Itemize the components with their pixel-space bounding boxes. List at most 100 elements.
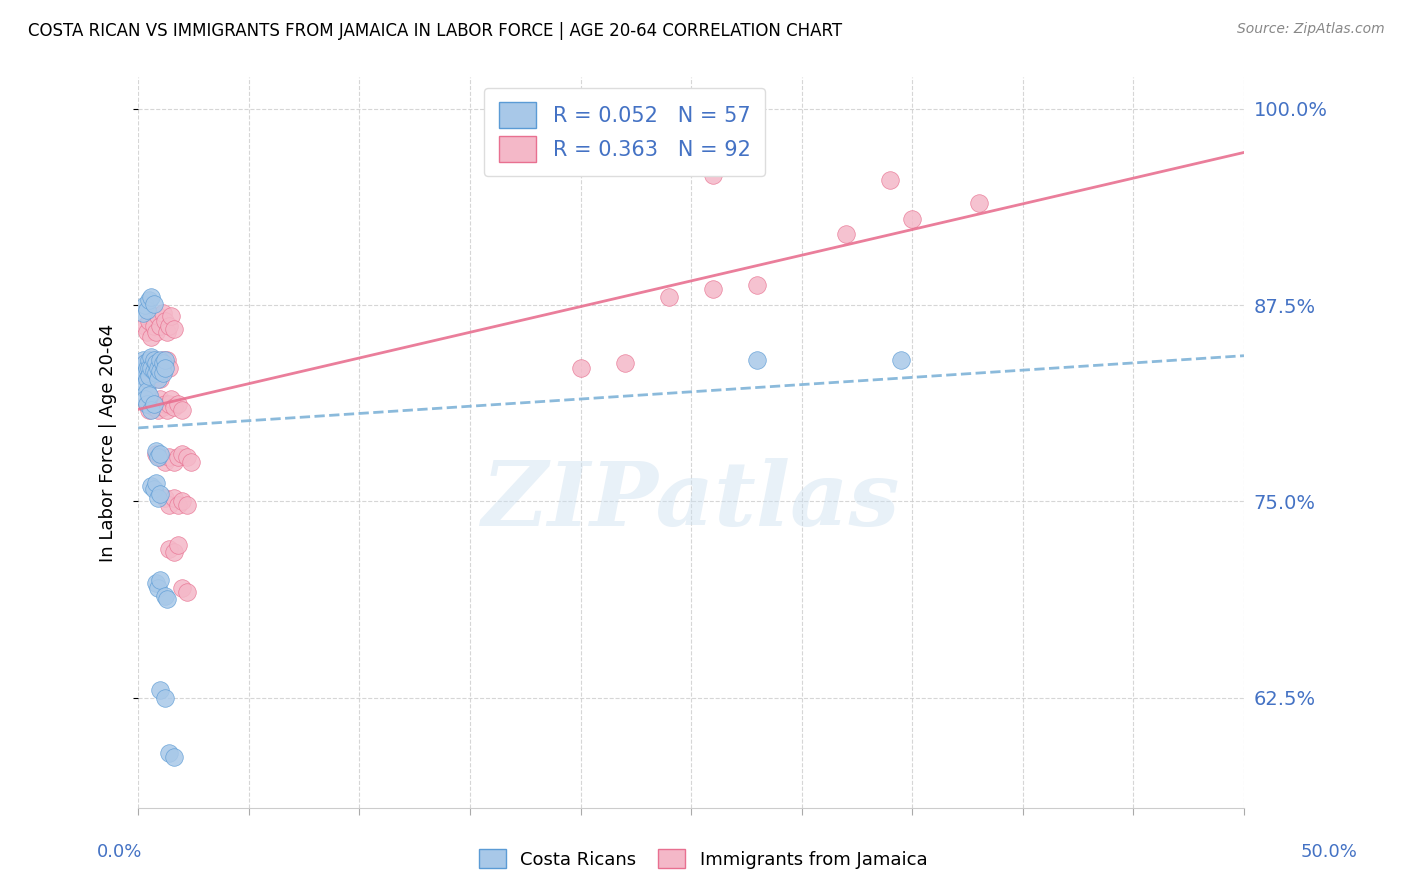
Point [142, 400, 165, 414]
Point [835, 227, 858, 242]
Point [142, 360, 165, 375]
Point [142, 318, 165, 333]
Point [153, 397, 176, 411]
Point [129, 360, 152, 375]
Point [149, 486, 172, 500]
Point [167, 538, 190, 552]
Point [142, 397, 165, 411]
Legend: R = 0.052   N = 57, R = 0.363   N = 92: R = 0.052 N = 57, R = 0.363 N = 92 [484, 87, 765, 177]
Point [153, 589, 176, 603]
Point [702, 282, 724, 296]
Point [162, 491, 184, 506]
Point [747, 353, 769, 368]
Point [162, 544, 184, 558]
Point [141, 392, 163, 407]
Point [149, 364, 172, 378]
Point [145, 353, 167, 368]
Text: 0.0%: 0.0% [97, 843, 142, 861]
Point [879, 172, 901, 186]
Point [146, 450, 169, 465]
Point [134, 392, 156, 407]
Point [569, 360, 592, 375]
Point [153, 356, 176, 370]
Point [162, 321, 184, 335]
Point [131, 353, 153, 368]
Point [131, 368, 153, 383]
Point [146, 491, 169, 506]
Point [156, 353, 179, 368]
Point [157, 318, 180, 333]
Point [138, 368, 160, 383]
Point [149, 450, 172, 465]
Point [149, 573, 172, 587]
Point [129, 366, 152, 380]
Point [141, 368, 163, 383]
Text: ZIPatlas: ZIPatlas [482, 458, 900, 544]
Point [145, 576, 167, 591]
Point [134, 356, 156, 370]
Point [136, 302, 159, 317]
Point [153, 353, 176, 368]
Point [141, 329, 163, 343]
Point [153, 360, 176, 375]
Point [136, 384, 159, 399]
Point [160, 309, 183, 323]
Point [153, 455, 176, 469]
Point [156, 403, 179, 417]
Point [136, 325, 159, 339]
Point [176, 585, 198, 599]
Point [146, 360, 169, 375]
Point [138, 353, 160, 368]
Point [146, 581, 169, 595]
Point [157, 541, 180, 556]
Point [172, 403, 194, 417]
Point [172, 494, 194, 508]
Point [149, 360, 172, 375]
Point [138, 360, 160, 375]
Point [146, 403, 169, 417]
Point [658, 290, 681, 304]
Point [702, 168, 724, 182]
Point [145, 475, 167, 490]
Point [141, 479, 163, 493]
Point [180, 455, 202, 469]
Point [145, 356, 167, 370]
Point [172, 581, 194, 595]
Point [146, 356, 169, 370]
Point [142, 353, 165, 368]
Point [138, 353, 160, 368]
Point [156, 325, 179, 339]
Point [136, 360, 159, 375]
Point [152, 364, 174, 378]
Point [901, 211, 924, 226]
Point [153, 690, 176, 705]
Point [152, 356, 174, 370]
Point [141, 290, 163, 304]
Point [134, 298, 156, 312]
Point [138, 403, 160, 417]
Point [138, 293, 160, 308]
Point [145, 447, 167, 461]
Point [145, 325, 167, 339]
Point [145, 444, 167, 458]
Point [156, 591, 179, 606]
Point [145, 397, 167, 411]
Point [141, 360, 163, 375]
Point [157, 746, 180, 760]
Point [157, 360, 180, 375]
Point [142, 296, 165, 310]
Point [145, 364, 167, 378]
Point [152, 400, 174, 414]
Point [890, 353, 912, 368]
Point [149, 447, 172, 461]
Point [176, 498, 198, 512]
Point [134, 366, 156, 380]
Point [967, 196, 990, 211]
Point [131, 360, 153, 375]
Point [613, 356, 636, 370]
Point [167, 450, 190, 465]
Point [162, 750, 184, 764]
Point [152, 366, 174, 380]
Point [142, 364, 165, 378]
Point [149, 682, 172, 697]
